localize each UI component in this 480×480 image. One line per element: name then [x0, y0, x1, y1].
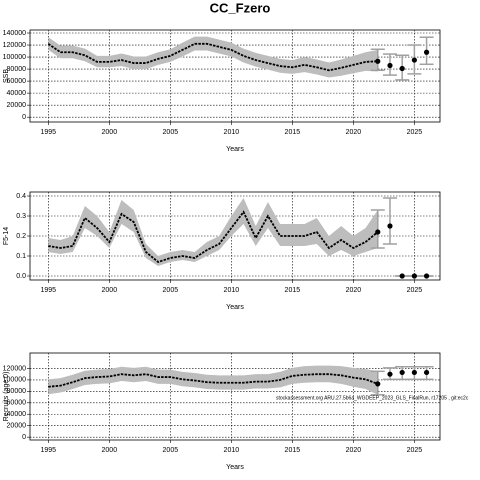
forecast-point [399, 65, 405, 72]
y-tick-label: 0.0 [16, 273, 26, 280]
x-tick-label: 2025 [407, 287, 423, 294]
x-tick-label: 1995 [41, 129, 57, 136]
y-tick-label: 80000 [7, 66, 27, 73]
forecast-point [411, 57, 417, 63]
forecast-point [399, 273, 405, 279]
x-tick-label: 2015 [285, 129, 301, 136]
estimate-line [48, 210, 379, 264]
y-tick-label: 0.3 [16, 213, 26, 220]
forecast-point [423, 49, 430, 55]
forecast-point [375, 381, 381, 387]
forecast-point [387, 62, 393, 69]
confidence-band [48, 365, 378, 395]
x-tick-label: 1995 [41, 287, 57, 294]
y-tick-label: 120000 [3, 365, 26, 372]
x-tick-label: 2020 [346, 287, 362, 294]
y-tick-label: 60000 [7, 400, 27, 407]
forecast-point [399, 369, 405, 376]
plot-frame [29, 352, 441, 441]
x-axis-label: Years [226, 464, 244, 471]
x-tick-label: 2020 [346, 129, 362, 136]
y-axis-label: SSB [3, 69, 10, 83]
estimate-line [47, 42, 378, 72]
x-tick-label: 2000 [102, 129, 118, 136]
y-tick-label: 120000 [3, 42, 26, 49]
plot-frame [29, 29, 441, 123]
x-tick-label: 1995 [41, 447, 57, 454]
y-axis-label: F5-14 [3, 227, 10, 245]
x-tick-label: 2020 [346, 447, 362, 454]
y-tick-label: 140000 [3, 30, 26, 37]
forecast-point [387, 223, 393, 229]
y-tick-label: 20000 [7, 102, 27, 109]
x-tick-label: 2015 [285, 447, 301, 454]
forecast-point [375, 229, 381, 235]
x-tick-label: 2010 [224, 129, 240, 136]
x-axis-label: Years [226, 146, 244, 153]
y-tick-label: 80000 [7, 388, 27, 395]
forecast-point [423, 273, 430, 279]
figure-title: CC_Fzero [210, 0, 271, 15]
y-axis-label: Recruits (age 0) [3, 372, 10, 422]
y-tick-label: 100000 [3, 377, 26, 384]
y-tick-label: 0.1 [16, 253, 26, 260]
watermark: stockassessment.org ARU.27.5b6a_WGDEEP_2… [276, 395, 469, 401]
x-tick-label: 2010 [224, 287, 240, 294]
y-tick-label: 60000 [7, 78, 27, 85]
forecast-point [423, 369, 430, 376]
forecast-point [375, 58, 381, 64]
plot-frame [29, 191, 441, 281]
x-tick-label: 2005 [163, 287, 179, 294]
y-tick-label: 0 [22, 434, 26, 441]
confidence-band [48, 198, 378, 266]
x-tick-label: 2015 [285, 287, 301, 294]
y-tick-label: 0 [22, 114, 26, 121]
y-tick-label: 100000 [3, 54, 26, 61]
x-tick-label: 2005 [163, 447, 179, 454]
x-axis-label: Years [226, 304, 244, 311]
x-tick-label: 2000 [102, 447, 118, 454]
forecast-point [411, 273, 417, 279]
x-tick-label: 2025 [407, 129, 423, 136]
estimate-line [48, 373, 379, 388]
y-tick-label: 40000 [7, 90, 27, 97]
x-tick-label: 2010 [224, 447, 240, 454]
y-tick-label: 0.2 [16, 233, 26, 240]
x-tick-label: 2005 [163, 129, 179, 136]
y-tick-label: 20000 [7, 423, 27, 430]
x-tick-label: 2025 [407, 447, 423, 454]
y-tick-label: 40000 [7, 411, 27, 418]
x-tick-label: 2000 [102, 287, 118, 294]
y-tick-label: 0.4 [16, 193, 26, 200]
forecast-point [387, 371, 393, 377]
forecast-point [411, 369, 417, 376]
